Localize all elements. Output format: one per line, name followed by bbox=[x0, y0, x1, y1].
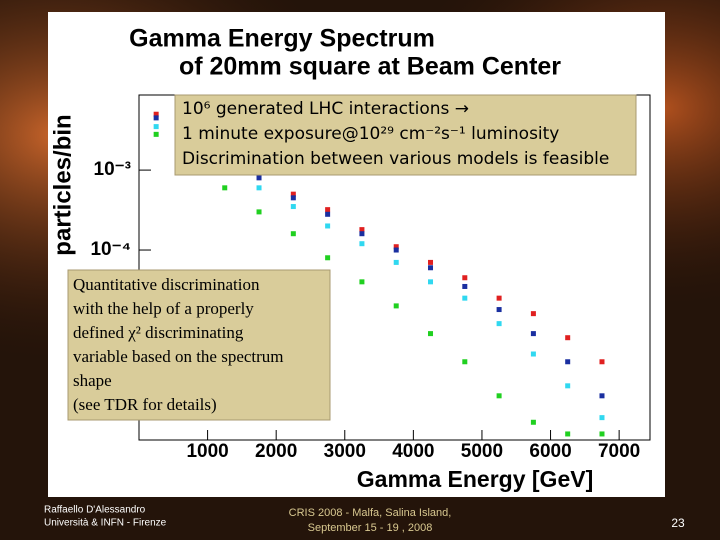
data-point bbox=[428, 331, 434, 337]
data-point bbox=[359, 279, 365, 285]
page-number: 23 bbox=[671, 516, 685, 530]
data-point bbox=[462, 359, 468, 365]
annotation-line: defined χ² discriminating bbox=[73, 323, 244, 342]
data-point bbox=[393, 303, 399, 309]
y-tick-label: 10⁻³ bbox=[94, 159, 132, 180]
annotation-line: 10⁶ generated LHC interactions → bbox=[182, 99, 469, 119]
x-tick-label: 7000 bbox=[598, 441, 640, 462]
data-point bbox=[496, 393, 502, 399]
data-point bbox=[496, 321, 502, 327]
data-point bbox=[530, 351, 536, 357]
data-point bbox=[153, 111, 159, 117]
data-point bbox=[359, 227, 365, 233]
data-point bbox=[222, 185, 228, 191]
data-point bbox=[153, 131, 159, 137]
data-point bbox=[599, 359, 605, 365]
annotation-line: with the help of a properly bbox=[73, 299, 254, 318]
data-point bbox=[565, 335, 571, 341]
data-point bbox=[565, 383, 571, 389]
x-tick-label: 1000 bbox=[186, 441, 228, 462]
data-point bbox=[393, 247, 399, 253]
data-point bbox=[428, 259, 434, 265]
annotation-line: Discrimination between various models is… bbox=[182, 149, 609, 169]
x-axis-label: Gamma Energy [GeV] bbox=[357, 466, 593, 492]
annotation-box bbox=[67, 269, 331, 421]
data-point bbox=[393, 259, 399, 265]
annotation-line: shape bbox=[73, 371, 112, 390]
data-point bbox=[496, 295, 502, 301]
footer-event: CRIS 2008 - Malfa, Salina Island, bbox=[289, 507, 452, 519]
data-point bbox=[462, 295, 468, 301]
x-tick-label: 5000 bbox=[461, 441, 503, 462]
annotation-line: variable based on the spectrum bbox=[73, 347, 284, 366]
y-tick-label: 10⁻⁴ bbox=[90, 239, 131, 260]
x-tick-label: 2000 bbox=[255, 441, 297, 462]
data-point bbox=[565, 431, 571, 437]
data-point bbox=[290, 204, 296, 210]
data-point bbox=[256, 209, 262, 215]
annotation-line: Quantitative discrimination bbox=[73, 275, 260, 294]
annotation-box bbox=[174, 94, 637, 176]
data-point bbox=[530, 311, 536, 317]
data-point bbox=[530, 419, 536, 425]
chart-panel bbox=[48, 12, 665, 497]
data-point bbox=[153, 124, 159, 130]
data-point bbox=[599, 415, 605, 421]
chart-title: Gamma Energy Spectrum bbox=[129, 25, 435, 53]
footer-affiliation: Università & INFN - Firenze bbox=[44, 518, 167, 529]
data-point bbox=[565, 359, 571, 365]
footer-event: September 15 - 19 , 2008 bbox=[308, 522, 433, 534]
data-point bbox=[599, 431, 605, 437]
data-point bbox=[256, 175, 262, 181]
y-axis-label: particles/bin bbox=[49, 114, 76, 255]
data-point bbox=[393, 244, 399, 250]
data-point bbox=[290, 231, 296, 237]
data-point bbox=[359, 231, 365, 237]
data-point bbox=[325, 211, 331, 217]
annotation: Quantitative discrimination with the hel… bbox=[67, 269, 331, 421]
data-point bbox=[325, 207, 331, 213]
footer-author: Raffaello D'Alessandro bbox=[44, 505, 146, 516]
data-point bbox=[462, 275, 468, 281]
annotation: 10⁶ generated LHC interactions → 1 minut… bbox=[174, 94, 637, 176]
data-point bbox=[325, 255, 331, 261]
annotation-line: (see TDR for details) bbox=[73, 395, 217, 414]
data-point bbox=[599, 393, 605, 399]
x-tick-label: 4000 bbox=[392, 441, 434, 462]
data-point bbox=[428, 279, 434, 285]
x-tick-label: 3000 bbox=[324, 441, 366, 462]
data-point bbox=[359, 241, 365, 247]
data-point bbox=[256, 185, 262, 191]
data-point bbox=[153, 115, 159, 121]
data-point bbox=[290, 195, 296, 201]
data-point bbox=[428, 265, 434, 271]
x-tick-label: 6000 bbox=[529, 441, 571, 462]
data-point bbox=[325, 223, 331, 229]
data-point bbox=[530, 331, 536, 337]
data-point bbox=[496, 307, 502, 313]
chart-subtitle: of 20mm square at Beam Center bbox=[179, 53, 561, 81]
data-point bbox=[290, 191, 296, 197]
annotation-line: 1 minute exposure@10²⁹ cm⁻²s⁻¹ luminosit… bbox=[182, 124, 559, 144]
data-point bbox=[462, 283, 468, 289]
